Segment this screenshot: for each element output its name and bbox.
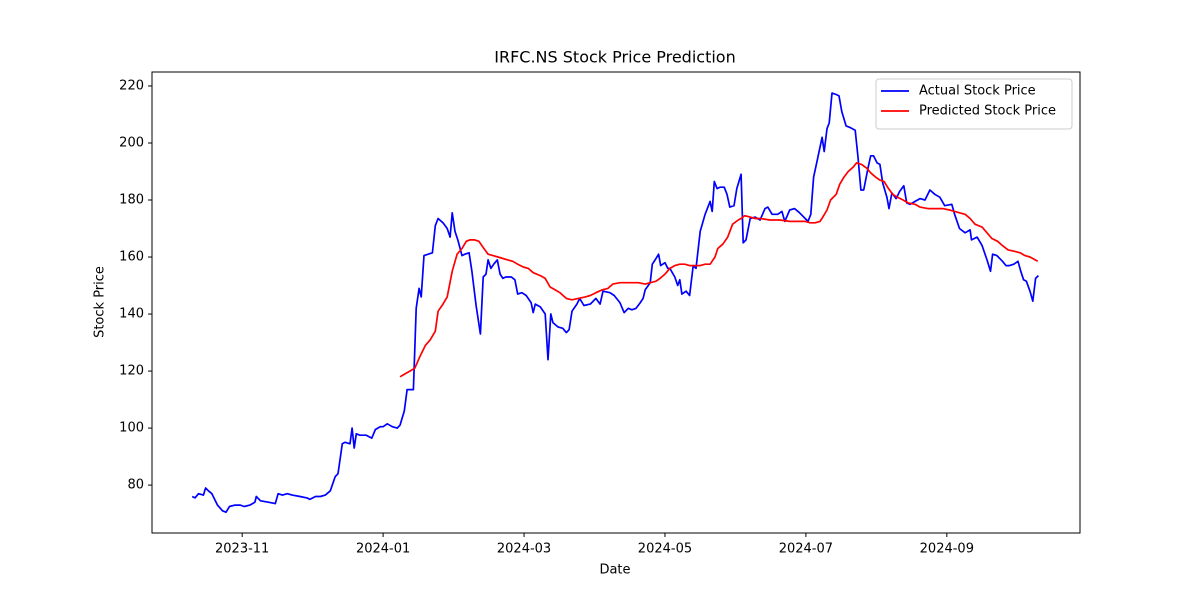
series-line xyxy=(399,162,1039,378)
y-tick-label: 80 xyxy=(127,478,144,493)
legend-label: Predicted Stock Price xyxy=(919,104,1056,119)
y-tick-label: 200 xyxy=(119,135,144,150)
plot-frame xyxy=(151,71,1081,534)
x-tick-label: 2024-09 xyxy=(920,542,974,557)
y-tick-label: 180 xyxy=(119,193,144,208)
x-tick-label: 2024-05 xyxy=(638,542,692,557)
legend-box xyxy=(875,78,1073,130)
y-tick-label: 220 xyxy=(119,78,144,93)
y-tick-label: 120 xyxy=(119,364,144,379)
y-tick-label: 160 xyxy=(119,250,144,265)
x-tick-label: 2024-01 xyxy=(356,542,410,557)
y-tick-label: 100 xyxy=(119,421,144,436)
x-axis-label: Date xyxy=(599,563,630,578)
y-tick-label: 140 xyxy=(119,307,144,322)
x-tick-label: 2023-11 xyxy=(215,542,269,557)
series-line xyxy=(191,92,1040,514)
legend-label: Actual Stock Price xyxy=(919,84,1036,99)
x-tick-label: 2024-07 xyxy=(779,542,833,557)
y-axis-label: Stock Price xyxy=(93,266,108,338)
chart-title: IRFC.NS Stock Price Prediction xyxy=(494,48,735,67)
x-tick-label: 2024-03 xyxy=(497,542,551,557)
